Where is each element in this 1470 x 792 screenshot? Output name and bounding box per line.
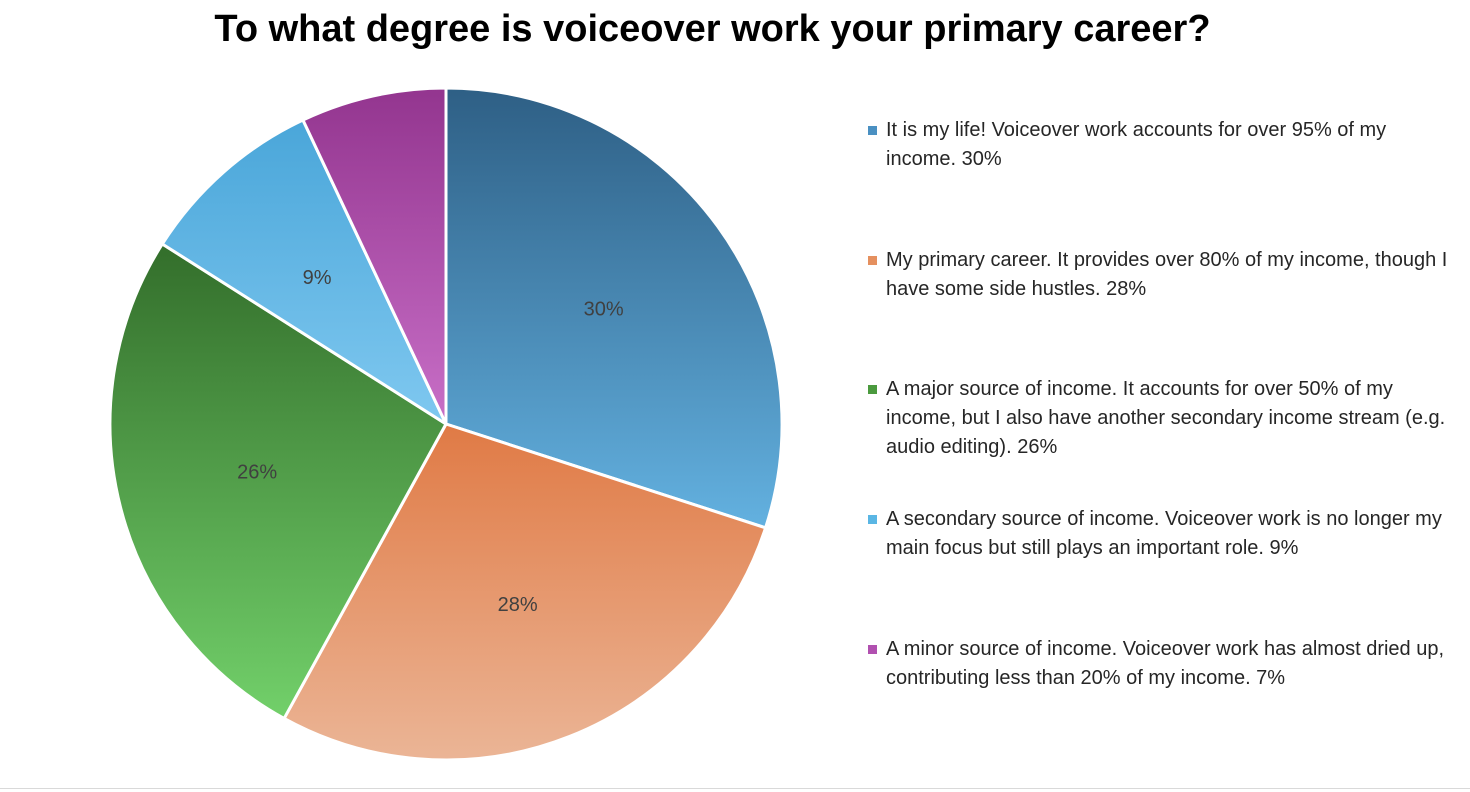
bottom-divider [0,788,1470,789]
legend-swatch-5 [868,645,877,654]
pie-slice-4 [160,118,448,426]
slice-value-label-2: 28% [498,594,538,616]
pie-labels: 30% 28% 26% 9% [237,267,624,616]
legend-swatch-2 [868,256,877,265]
legend-label-2: My primary career. It provides over 80% … [886,249,1448,300]
legend-swatch-4 [868,515,877,524]
legend-item-3: A major source of income. It accounts fo… [868,375,1458,462]
pie-slice-1 [444,86,784,530]
pie-slice-5 [301,86,448,426]
slice-value-label-3: 26% [237,462,277,484]
legend-swatch-1 [868,126,877,135]
chart-title: To what degree is voiceover work your pr… [214,8,1211,50]
legend-item-4: A secondary source of income. Voiceover … [868,505,1458,563]
legend-item-5: A minor source of income. Voiceover work… [868,635,1458,693]
legend-label-1: It is my life! Voiceover work accounts f… [886,119,1387,170]
legend-label-5: A minor source of income. Voiceover work… [886,638,1445,689]
legend-swatch-3 [868,385,877,394]
legend-label-4: A secondary source of income. Voiceover … [886,508,1442,559]
slice-value-label-4: 9% [303,267,332,289]
legend-label-3: A major source of income. It accounts fo… [886,378,1446,458]
pie-slices [108,86,784,762]
legend-item-2: My primary career. It provides over 80% … [868,246,1458,304]
slice-value-label-1: 30% [584,299,624,321]
legend-item-1: It is my life! Voiceover work accounts f… [868,116,1458,174]
pie-slice-2 [282,422,768,762]
pie-slice-3 [108,242,448,720]
